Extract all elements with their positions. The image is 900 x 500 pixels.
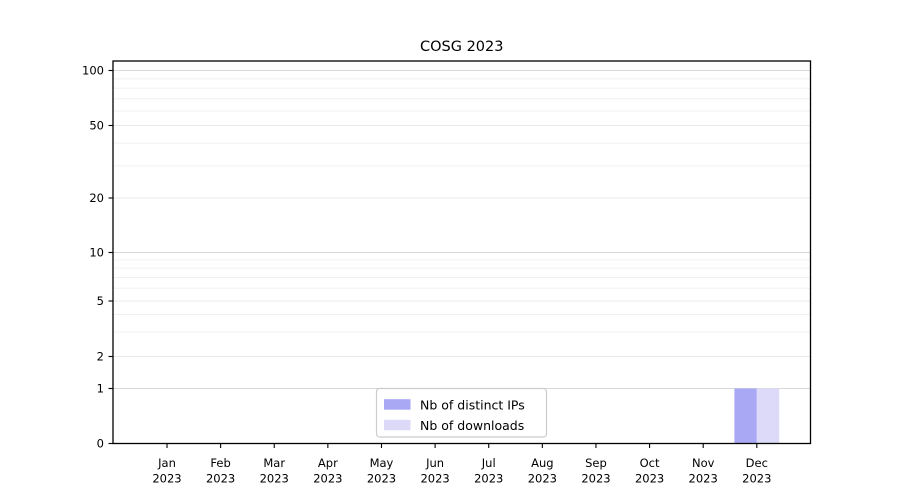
y-tick-label: 2 <box>97 350 104 364</box>
y-tick-label: 5 <box>97 294 104 308</box>
x-tick-label-year: 2023 <box>260 472 289 486</box>
x-tick-label-year: 2023 <box>474 472 503 486</box>
x-tick-label-month: Jun <box>425 456 444 470</box>
x-tick-label-month: Sep <box>585 456 607 470</box>
legend-box <box>375 387 548 438</box>
x-tick-label-year: 2023 <box>367 472 396 486</box>
y-tick-label: 0 <box>97 437 104 451</box>
x-tick-label-year: 2023 <box>689 472 718 486</box>
legend-label: Nb of distinct IPs <box>420 398 525 413</box>
y-tick-label: 100 <box>82 64 104 78</box>
x-tick-label-year: 2023 <box>206 472 235 486</box>
plot-area: 0 1 2 5 10 20 50 100 Jan 2023 Feb 2023 Mar 2023 Apr 202… <box>82 60 812 486</box>
legend-swatch <box>384 399 411 410</box>
x-tick-label-month: Nov <box>692 456 715 470</box>
x-tick-label-month: May <box>370 456 394 470</box>
y-tick-label: 10 <box>89 246 104 260</box>
x-tick-label-month: Oct <box>640 456 660 470</box>
chart-title: COSG 2023 <box>420 39 504 55</box>
x-tick-label-year: 2023 <box>742 472 771 486</box>
legend-swatch <box>384 419 411 431</box>
x-tick-label-month: Jul <box>481 456 496 470</box>
x-tick-label-month: Dec <box>746 456 768 470</box>
y-tick-label: 20 <box>89 191 104 205</box>
bar-dec-series0 <box>734 388 757 444</box>
x-tick-label-year: 2023 <box>420 472 449 486</box>
x-tick-label-year: 2023 <box>581 472 610 486</box>
x-tick-label-year: 2023 <box>635 472 664 486</box>
x-tick-label-month: Aug <box>531 456 553 470</box>
bar-dec-series1 <box>756 388 780 444</box>
x-tick-label-month: Feb <box>210 456 230 470</box>
x-tick-label-year: 2023 <box>152 472 181 486</box>
legend-label: Nb of downloads <box>420 418 524 433</box>
x-tick-label-year: 2023 <box>528 472 557 486</box>
x-tick-label-month: Apr <box>318 456 338 470</box>
y-tick-label: 50 <box>89 119 104 133</box>
x-tick-label-year: 2023 <box>313 472 342 486</box>
x-tick-label-month: Mar <box>263 456 285 470</box>
y-tick-label: 1 <box>97 382 104 396</box>
x-tick-label-month: Jan <box>157 456 176 470</box>
